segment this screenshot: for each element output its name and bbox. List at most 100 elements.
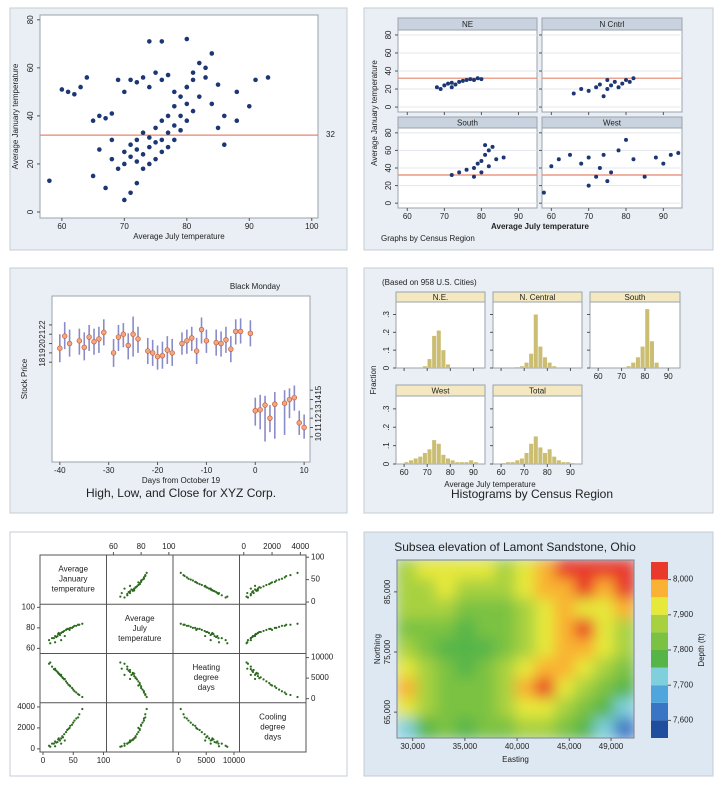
contour-cell	[435, 697, 458, 720]
colorbar-band	[651, 562, 668, 580]
point	[207, 737, 211, 740]
point	[203, 65, 208, 71]
colorbar-band	[651, 702, 668, 721]
y-tick-label: 100	[311, 552, 325, 561]
histogram-bar	[529, 443, 534, 464]
x-tick-label: -10	[201, 466, 213, 475]
point	[57, 631, 60, 635]
contour-cell	[397, 678, 418, 700]
x-tick-label: 30,000	[400, 742, 425, 751]
y-tick-label: 0	[26, 209, 35, 214]
point	[270, 684, 274, 687]
histogram-bar	[422, 452, 427, 464]
point	[251, 634, 255, 638]
y-tick-label: 80	[26, 623, 35, 632]
histogram-bar	[515, 460, 520, 464]
point	[605, 78, 610, 83]
point	[209, 101, 215, 107]
histogram-bar	[570, 463, 575, 464]
point	[490, 144, 495, 149]
point	[597, 82, 602, 87]
point	[256, 589, 259, 592]
point	[69, 626, 72, 629]
point	[49, 661, 52, 664]
point	[119, 661, 122, 664]
x-axis-label: Days from October 19	[142, 476, 221, 485]
point	[72, 91, 77, 97]
point	[262, 629, 265, 633]
contour-cell	[415, 678, 438, 700]
contour-cell	[455, 618, 478, 641]
diagonal-label: January	[59, 575, 87, 584]
point	[601, 94, 606, 99]
point	[179, 622, 182, 625]
histogram-bar	[552, 366, 557, 368]
histogram-bar	[427, 449, 432, 464]
histogram-bar	[635, 357, 640, 368]
point	[254, 672, 257, 676]
contour-cell	[415, 578, 438, 601]
point	[70, 626, 74, 629]
contour-field	[397, 560, 634, 738]
point	[289, 693, 292, 697]
point	[220, 637, 223, 640]
point	[134, 137, 140, 143]
point	[189, 625, 192, 628]
point	[147, 144, 152, 150]
point	[494, 157, 499, 162]
point	[178, 113, 183, 119]
point	[76, 716, 80, 719]
x-tick-label: -30	[103, 466, 115, 475]
point	[147, 161, 152, 167]
contour-cell	[574, 678, 597, 700]
panel-title: West	[603, 119, 622, 128]
close-marker	[149, 350, 156, 356]
point	[131, 738, 134, 742]
point	[153, 156, 158, 162]
close-marker	[101, 329, 107, 336]
histogram-bar	[533, 314, 538, 368]
y-tick-label: 80	[384, 30, 393, 39]
point	[209, 51, 215, 56]
x-tick-label: 10	[300, 466, 309, 475]
panel-title: Total	[529, 387, 546, 396]
point	[594, 174, 599, 179]
point	[142, 690, 146, 693]
point	[594, 85, 599, 90]
contour-cell	[594, 560, 617, 581]
histogram-bar	[538, 346, 543, 368]
point	[197, 94, 202, 99]
point	[215, 741, 218, 744]
note: Graphs by Census Region	[381, 234, 475, 243]
point	[134, 79, 140, 85]
point	[145, 571, 148, 575]
point	[159, 39, 165, 44]
x-tick-label: 60	[497, 468, 506, 477]
point	[185, 717, 188, 720]
histogram-bar	[626, 366, 631, 368]
point	[265, 75, 271, 80]
point	[63, 634, 66, 638]
point	[265, 680, 268, 683]
point	[253, 584, 257, 587]
contour-cell	[594, 678, 617, 700]
contour-cell	[435, 618, 458, 641]
diagonal-label: Average	[58, 565, 88, 574]
point	[195, 726, 198, 729]
y-tick-label: 18	[38, 357, 47, 366]
contour-cell	[614, 697, 634, 720]
close-marker	[125, 342, 131, 349]
close-marker	[213, 339, 219, 346]
x-tick-label: 80	[640, 372, 649, 381]
contour-cell	[397, 658, 418, 681]
point	[471, 174, 476, 179]
histogram-bar	[654, 362, 659, 368]
point	[128, 77, 133, 83]
contour-cell	[554, 578, 577, 601]
histogram-bar	[510, 462, 515, 464]
y-tick-label: 2000	[17, 723, 35, 732]
y-tick-label: 60	[26, 63, 35, 72]
legend-label: Depth (ft)	[697, 633, 706, 667]
contour-cell	[455, 598, 478, 621]
